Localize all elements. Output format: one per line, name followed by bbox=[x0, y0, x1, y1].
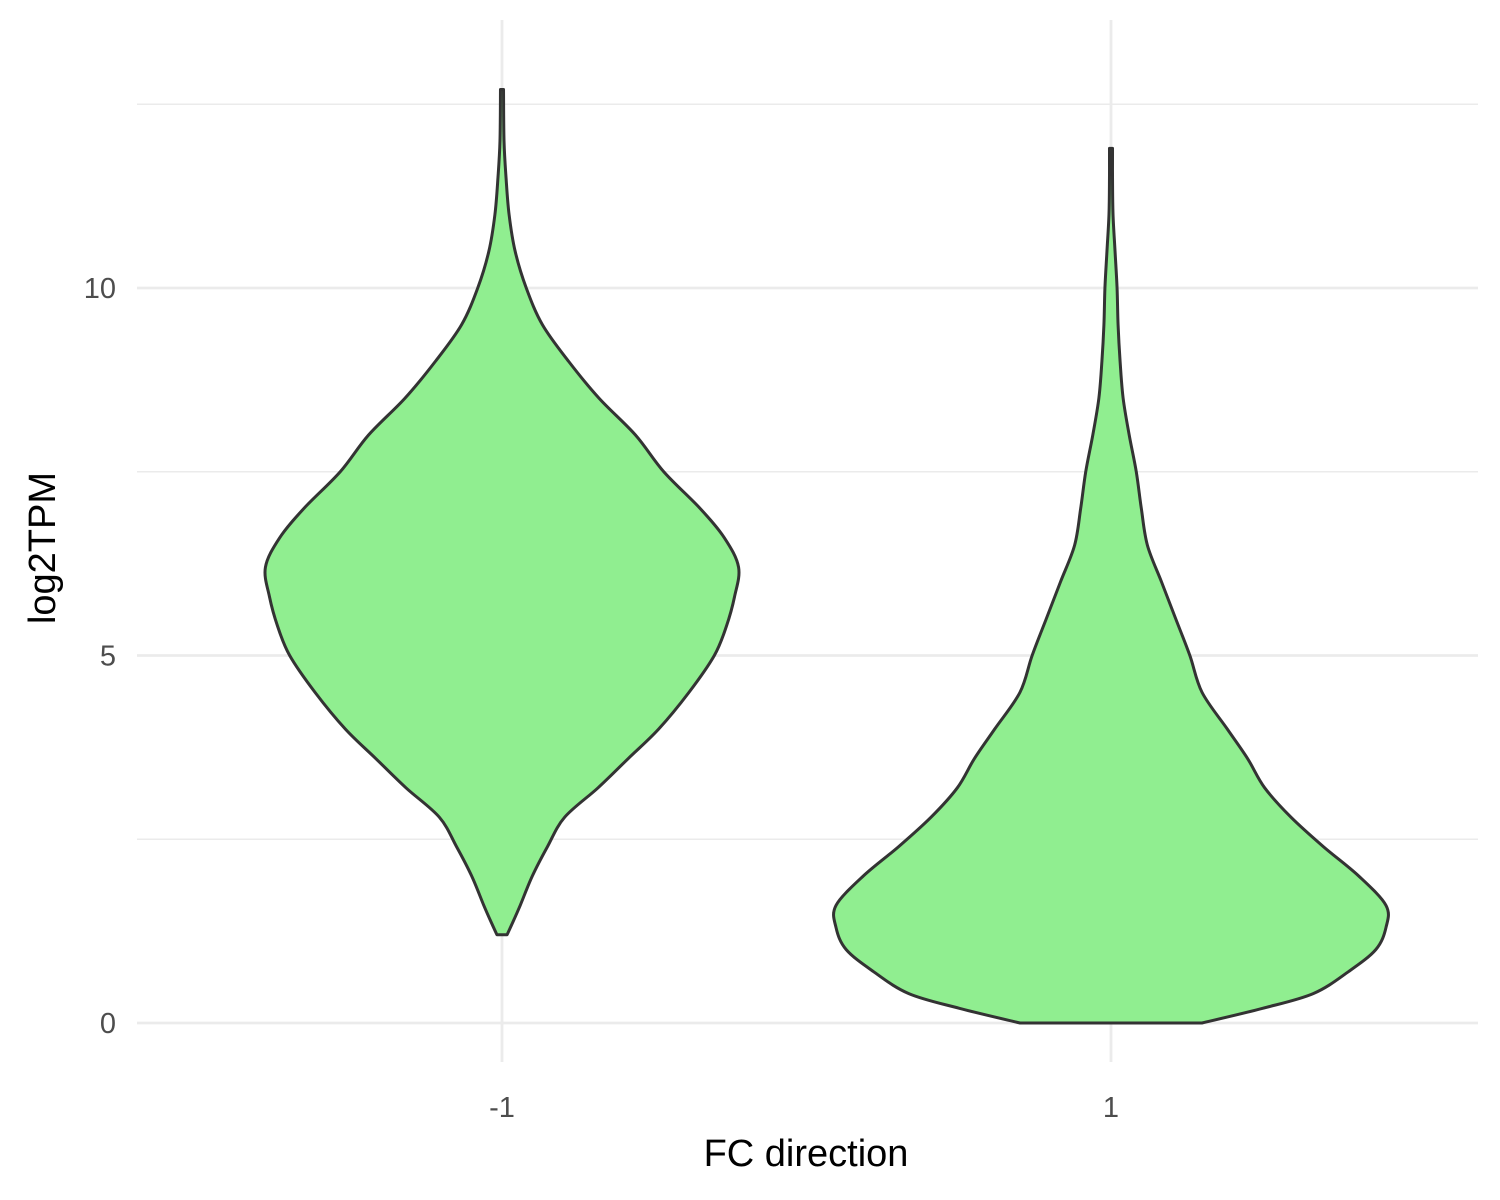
y-tick-label: 0 bbox=[100, 1008, 116, 1040]
violin-1 bbox=[832, 146, 1390, 1025]
x-axis-title: FC direction bbox=[704, 1133, 909, 1175]
violin-neg1 bbox=[263, 88, 741, 937]
y-tick-label: 10 bbox=[84, 273, 116, 305]
x-tick-label: -1 bbox=[489, 1092, 515, 1124]
violins bbox=[263, 88, 1390, 1025]
y-tick-label: 5 bbox=[100, 641, 116, 673]
x-axis-ticks: -1 1 bbox=[489, 1092, 1119, 1124]
y-axis-title: log2TPM bbox=[22, 472, 64, 624]
y-axis-ticks: 0 5 10 bbox=[84, 273, 116, 1040]
x-tick-label: 1 bbox=[1103, 1092, 1119, 1124]
